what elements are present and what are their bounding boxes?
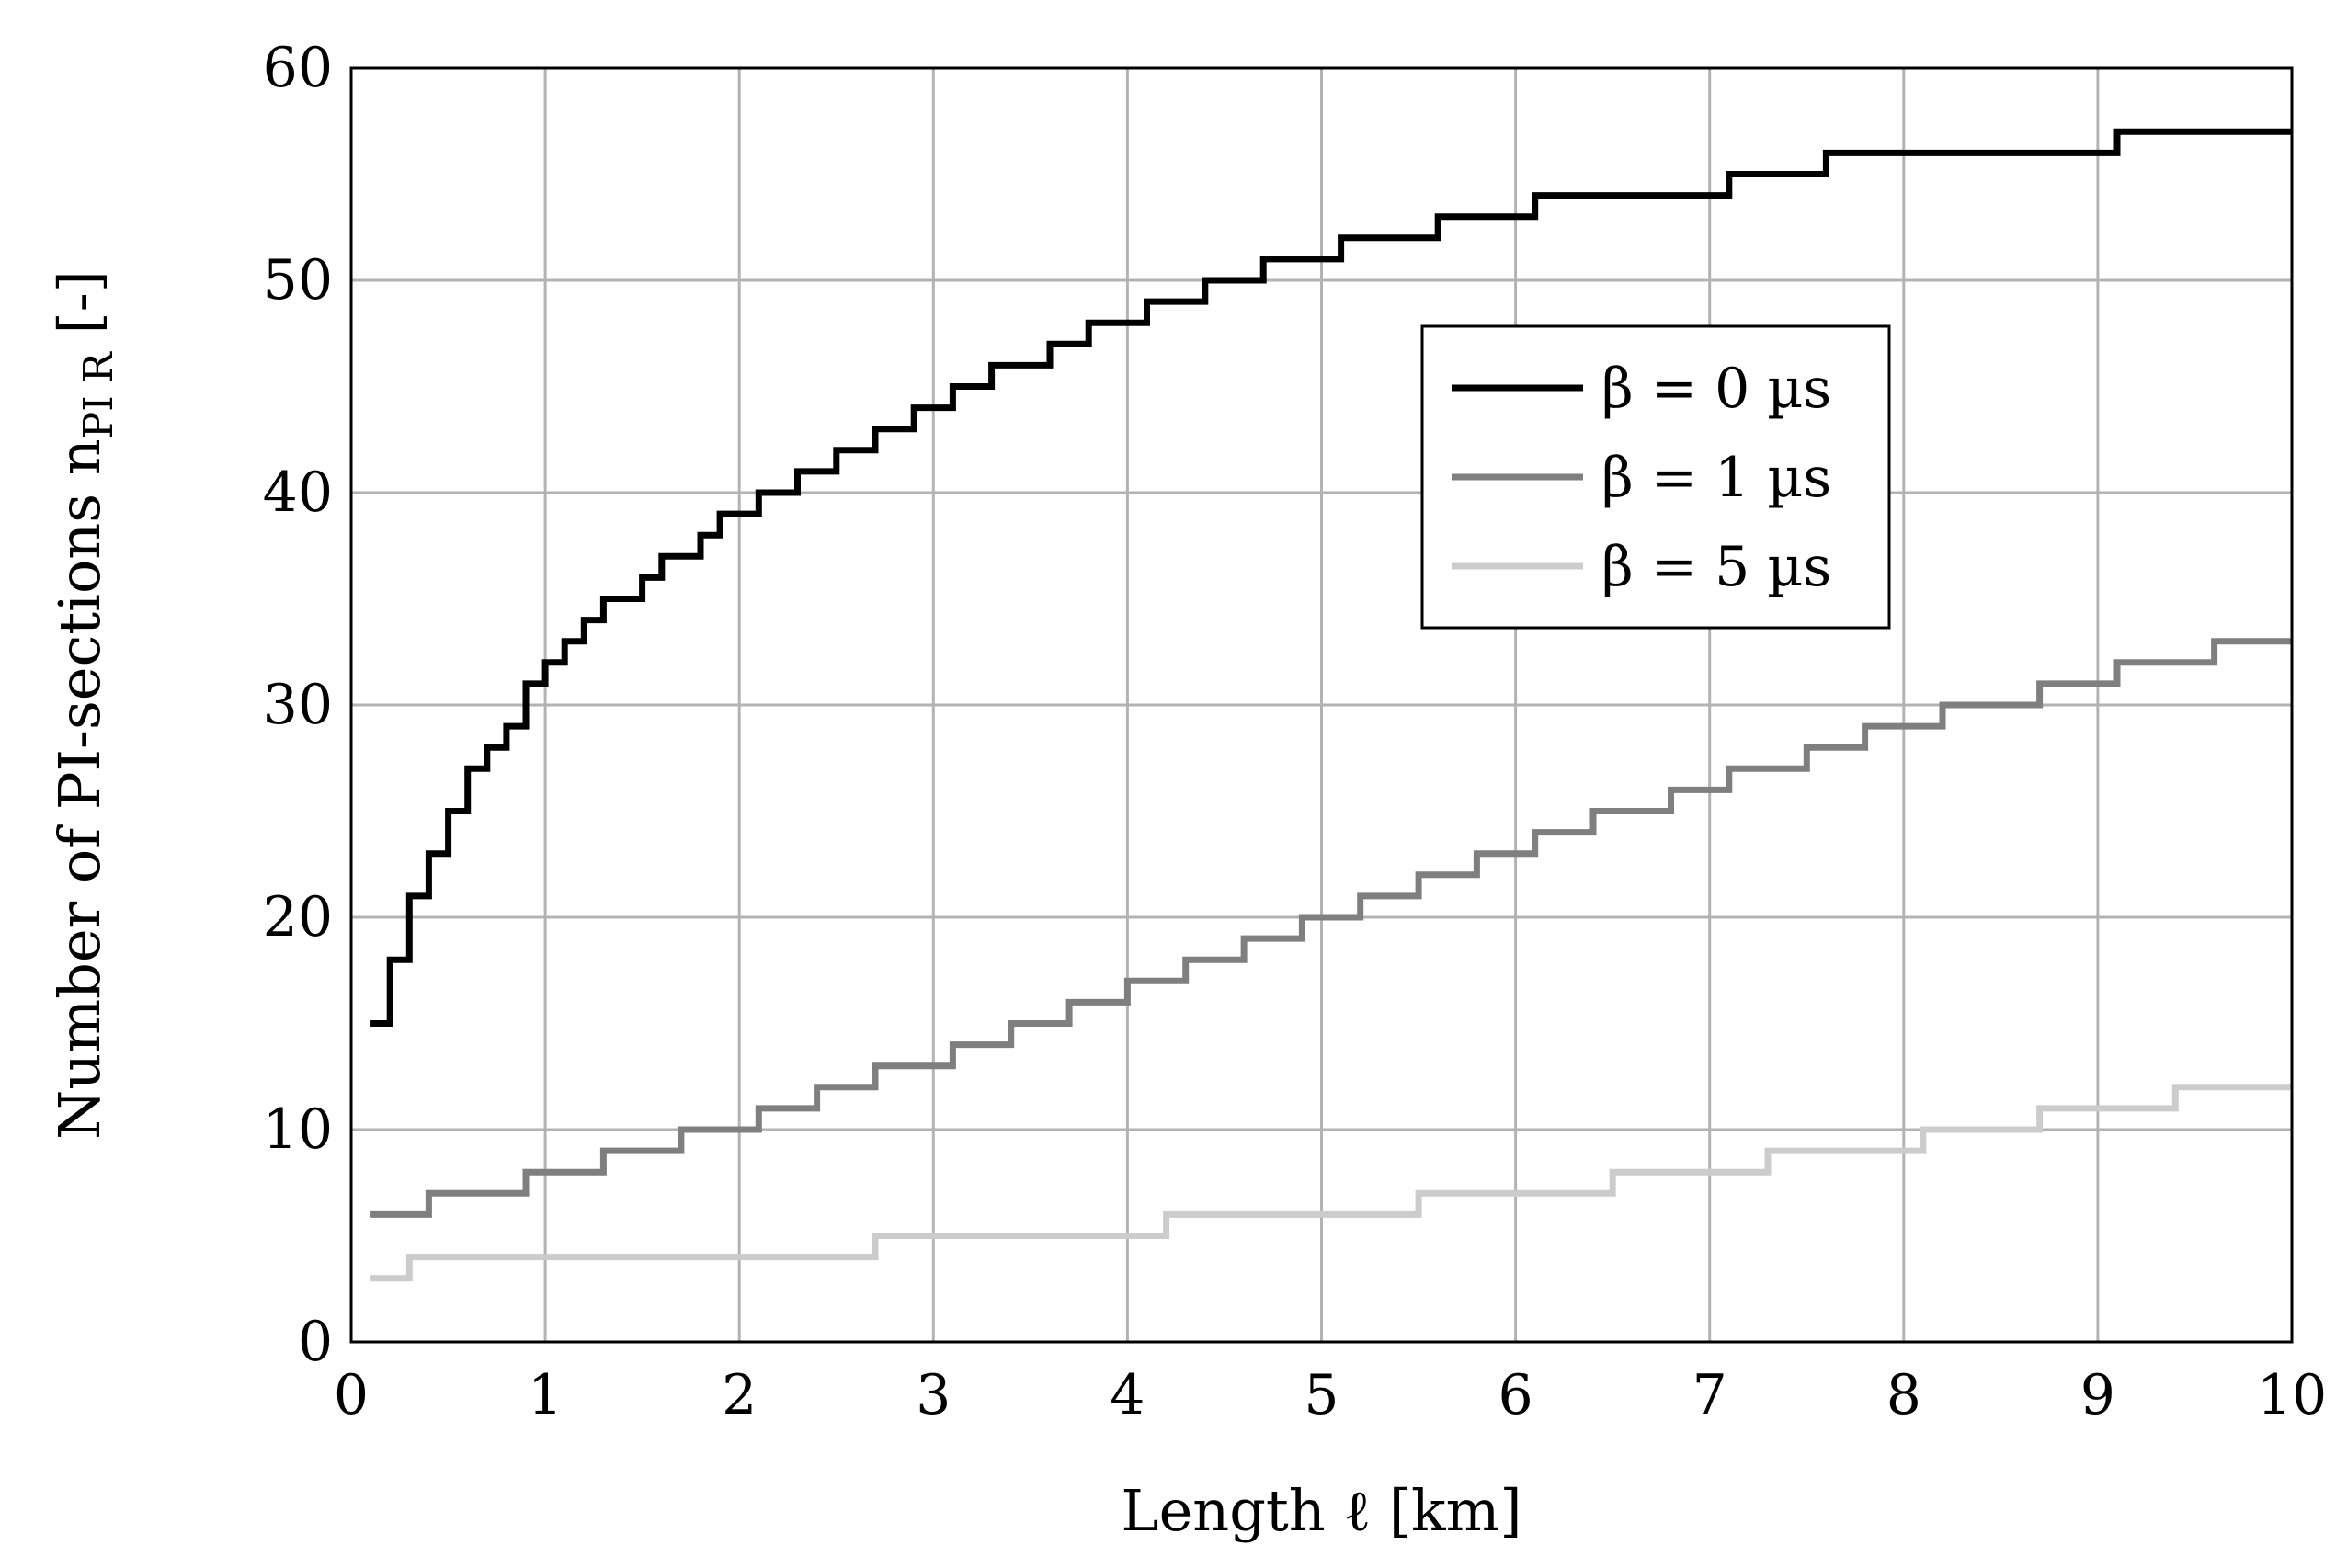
y-tick-label: 20 [263,885,333,949]
x-tick-label: 3 [916,1363,951,1427]
tick-labels: 0 1 2 3 4 5 6 7 8 9 10 0 10 20 30 40 50 60 [263,36,2328,1427]
x-tick-label: 4 [1110,1363,1145,1427]
x-tick-label: 2 [722,1363,757,1427]
y-tick-label: 30 [263,673,333,737]
legend-entry-2: β = 5 µs [1601,535,1831,599]
y-tick-label: 40 [263,460,333,525]
plot-frame [349,66,2294,1344]
x-tick-label: 8 [1886,1363,1921,1427]
y-tick-label: 10 [263,1097,333,1162]
x-tick-label: 9 [2080,1363,2115,1427]
series-lines [370,128,2292,1282]
y-tick-label: 0 [298,1310,333,1374]
x-tick-label: 0 [334,1363,369,1427]
y-tick-label: 60 [263,36,333,100]
x-tick-label: 5 [1304,1363,1339,1427]
x-tick-label: 1 [528,1363,563,1427]
legend: β = 0 µs β = 1 µs β = 5 µs [1420,324,1891,630]
y-axis-title-end: [-] [46,270,113,352]
grid-lines [351,68,2292,1342]
y-tick-label: 50 [263,248,333,312]
y-axis-title-subscript: PI R [75,350,122,438]
legend-entry-1: β = 1 µs [1601,446,1831,510]
series-line-1 [370,638,2292,1218]
y-axis-title-main: Number of PI-sections n [46,438,113,1140]
x-tick-label: 6 [1498,1363,1533,1427]
x-tick-label: 7 [1692,1363,1727,1427]
y-axis-title: Number of PI-sections nPI R [-] [46,270,122,1140]
x-axis-title: Length ℓ [km] [1121,1477,1521,1544]
legend-entry-0: β = 0 µs [1601,357,1831,421]
series-line-2 [370,1084,2292,1282]
x-tick-label: 10 [2257,1363,2327,1427]
series-line-0 [370,128,2292,1027]
